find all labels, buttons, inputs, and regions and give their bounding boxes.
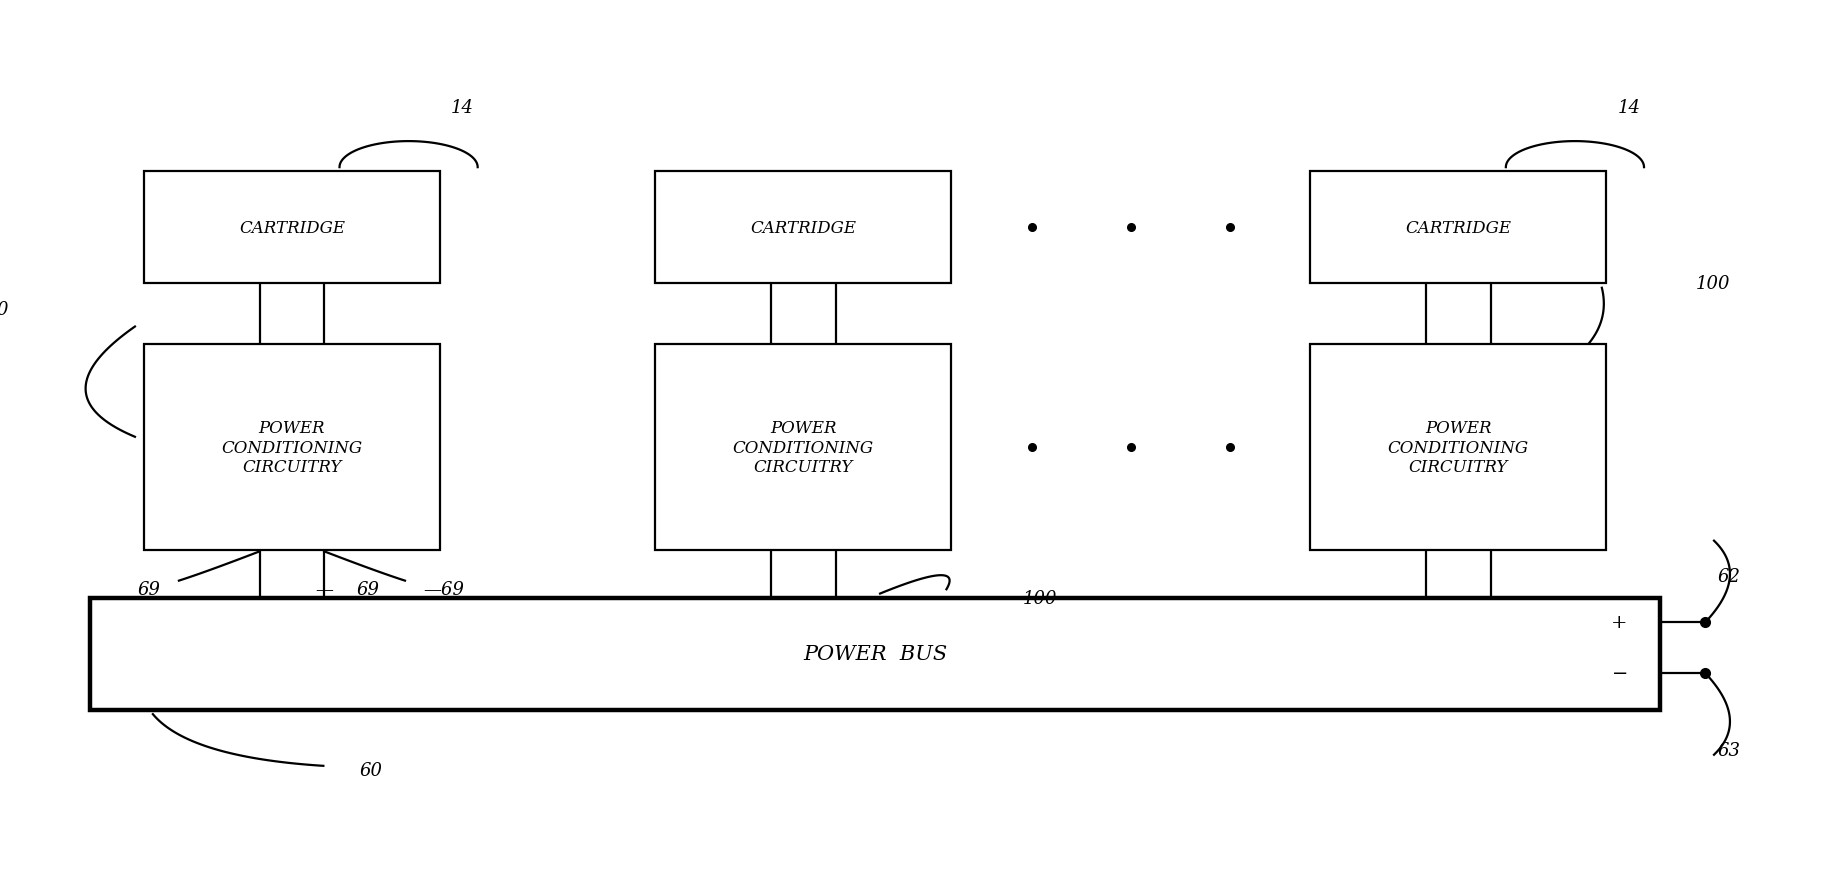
FancyBboxPatch shape <box>655 172 952 284</box>
FancyBboxPatch shape <box>655 344 952 551</box>
Text: 14: 14 <box>1616 98 1640 117</box>
Text: 63: 63 <box>1717 742 1740 759</box>
FancyBboxPatch shape <box>90 598 1660 710</box>
Text: 60: 60 <box>359 761 382 780</box>
Text: CARTRIDGE: CARTRIDGE <box>1405 220 1510 237</box>
FancyBboxPatch shape <box>145 172 439 284</box>
Text: CARTRIDGE: CARTRIDGE <box>750 220 856 237</box>
FancyBboxPatch shape <box>145 344 439 551</box>
Text: —: — <box>315 580 333 599</box>
Text: 62: 62 <box>1717 568 1740 586</box>
Text: POWER  BUS: POWER BUS <box>803 644 946 664</box>
Text: +: + <box>1610 614 1627 632</box>
Text: —69: —69 <box>423 580 463 599</box>
Text: POWER
CONDITIONING
CIRCUITRY: POWER CONDITIONING CIRCUITRY <box>1387 420 1528 476</box>
FancyBboxPatch shape <box>1310 172 1605 284</box>
Text: 69: 69 <box>137 580 161 599</box>
Text: 14: 14 <box>450 98 474 117</box>
Text: 100: 100 <box>1023 589 1058 608</box>
Text: CARTRIDGE: CARTRIDGE <box>240 220 344 237</box>
Text: 69: 69 <box>357 580 379 599</box>
FancyBboxPatch shape <box>1310 344 1605 551</box>
Text: 100: 100 <box>1695 275 1729 293</box>
Text: POWER
CONDITIONING
CIRCUITRY: POWER CONDITIONING CIRCUITRY <box>732 420 873 476</box>
Text: 100: 100 <box>0 301 9 319</box>
Text: −: − <box>1610 664 1627 682</box>
Text: POWER
CONDITIONING
CIRCUITRY: POWER CONDITIONING CIRCUITRY <box>221 420 362 476</box>
